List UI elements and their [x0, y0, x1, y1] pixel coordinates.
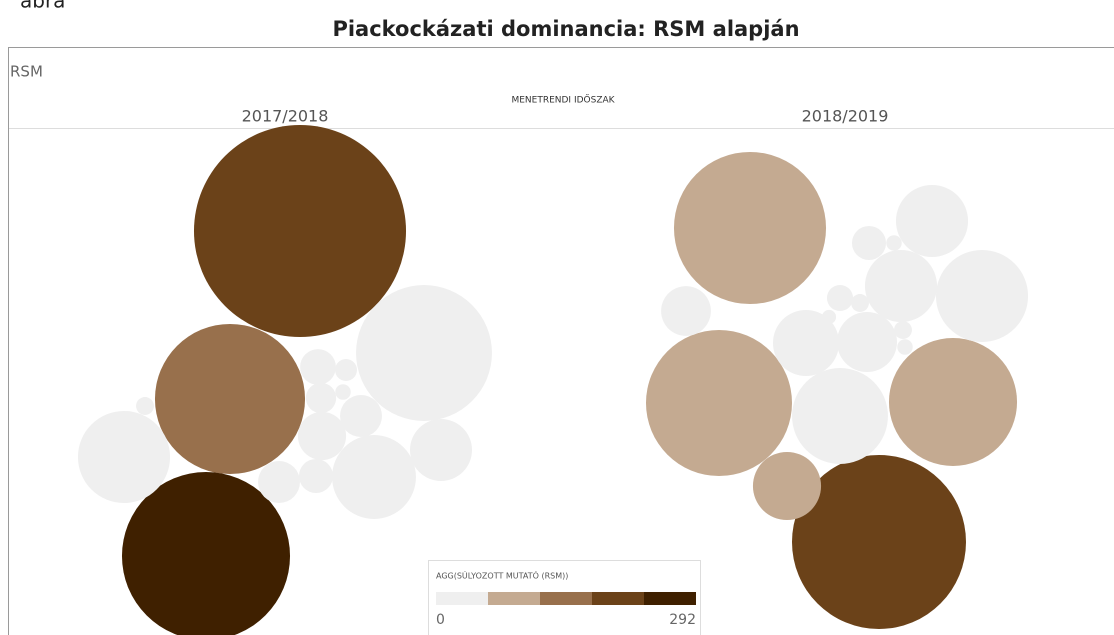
legend-swatch: [592, 592, 644, 605]
bubble: [826, 284, 854, 312]
panel-header: 2017/2018: [242, 107, 329, 126]
bubble: [661, 286, 711, 336]
bubble: [791, 454, 967, 630]
bubble: [772, 309, 840, 377]
legend-swatch: [436, 592, 488, 605]
bubble: [77, 410, 171, 504]
panel-header: 2018/2019: [802, 107, 889, 126]
frame: [8, 47, 1114, 635]
bubble: [340, 395, 382, 437]
legend-max: 292: [669, 612, 696, 628]
chart-title: Piackockázati dominancia: RSM alapján: [332, 17, 799, 41]
bubble: [886, 235, 902, 251]
bubble: [888, 337, 1018, 467]
bubble: [673, 151, 827, 305]
bubble: [895, 184, 969, 258]
measure-label: RSM: [10, 63, 43, 81]
bubble: [410, 419, 472, 481]
bubble: [864, 249, 938, 323]
bubble: [792, 368, 888, 464]
legend-swatch: [644, 592, 696, 605]
bubble: [851, 294, 869, 312]
bubble: [154, 323, 306, 475]
bubble: [821, 309, 837, 325]
bubble: [298, 458, 334, 494]
column-header: MENETRENDI IDŐSZAK: [511, 95, 615, 106]
bubble: [258, 461, 300, 503]
bubble: [122, 472, 290, 635]
bubble: [894, 321, 912, 339]
bubble: [837, 312, 897, 372]
legend-swatch: [540, 592, 592, 605]
bubble: [297, 411, 347, 461]
bubble: [851, 225, 887, 261]
bubble: [356, 285, 492, 421]
caption: ábra: [20, 0, 65, 13]
bubble: [332, 435, 416, 519]
bubble: [645, 329, 793, 477]
legend-swatch: [488, 592, 540, 605]
bubble: [300, 349, 336, 385]
bubble: [335, 359, 357, 381]
bubble: [193, 124, 407, 338]
legend-title: AGG(SÚLYOZOTT MUTATÓ (RSM)): [436, 570, 568, 581]
bubble: [752, 451, 822, 521]
bubble: [136, 397, 154, 415]
bubble: [335, 384, 351, 400]
legend-min: 0: [436, 612, 445, 628]
bubble: [897, 339, 913, 355]
bubble: [305, 382, 337, 414]
bubble: [935, 249, 1029, 343]
